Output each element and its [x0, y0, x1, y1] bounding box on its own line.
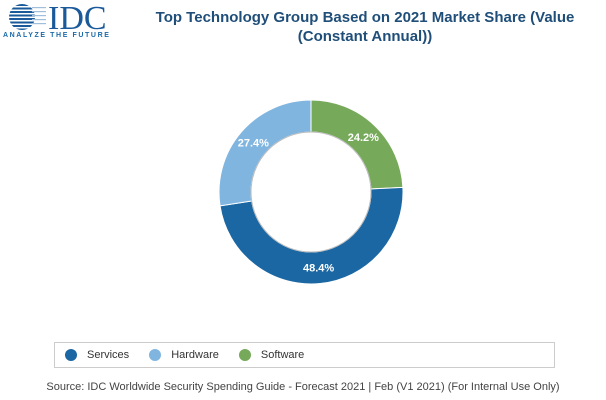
- globe-icon: [9, 4, 46, 30]
- chart-title: Top Technology Group Based on 2021 Marke…: [130, 8, 600, 46]
- logo-brand: IDC: [48, 0, 107, 37]
- legend-marker-hardware: [149, 349, 162, 361]
- chart-legend: Services Hardware Software: [54, 342, 555, 368]
- donut-slices: [218, 99, 404, 285]
- legend-item-services[interactable]: Services: [65, 349, 129, 361]
- legend-marker-services: [65, 349, 77, 361]
- legend-marker-software: [238, 349, 251, 361]
- donut-chart: 24.2% 48.4% 27.4%: [218, 99, 404, 285]
- legend-label-software: Software: [260, 349, 305, 361]
- legend-item-hardware[interactable]: Hardware: [149, 349, 219, 361]
- data-label-software: 24.2%: [348, 132, 379, 144]
- legend-label-services: Services: [87, 349, 130, 361]
- chart-title-line-1: Top Technology Group Based on 2021 Marke…: [155, 9, 575, 26]
- source-note: Source: IDC Worldwide Security Spending …: [46, 381, 560, 393]
- idc-logo: IDC ANALYZE THE FUTURE: [2, 2, 132, 42]
- donut-labels: 24.2% 48.4% 27.4%: [238, 132, 379, 275]
- chart-title-line-2: (Constant Annual)): [297, 28, 433, 45]
- legend-item-software[interactable]: Software: [238, 349, 305, 361]
- data-label-services: 48.4%: [303, 263, 334, 275]
- data-label-hardware: 27.4%: [238, 137, 269, 149]
- donut-inner-ring: [250, 131, 372, 253]
- legend-label-hardware: Hardware: [171, 349, 219, 361]
- slice-software[interactable]: [310, 99, 404, 190]
- logo-tagline: ANALYZE THE FUTURE: [3, 32, 111, 39]
